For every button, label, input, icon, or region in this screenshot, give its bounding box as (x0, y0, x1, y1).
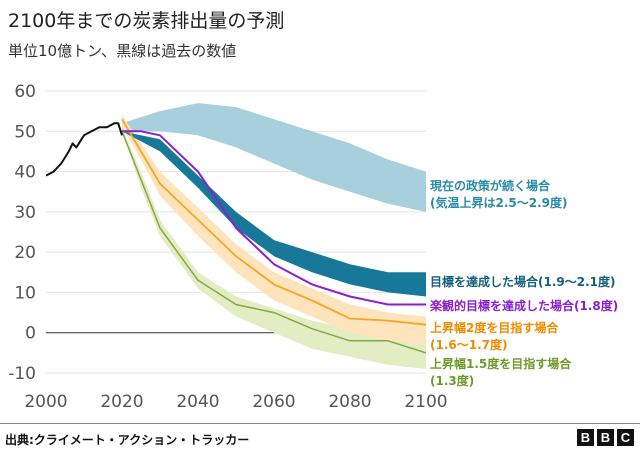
line-1-5deg (121, 131, 427, 354)
label-current-policy: 現在の政策が続く場合 (気温上昇は2.5〜2.9度) (430, 178, 568, 212)
line-optimistic (122, 130, 426, 306)
y-tick-label: 60 (14, 82, 36, 102)
x-tick-label: 2040 (176, 392, 219, 412)
label-2deg: 上昇幅2度を目指す場合 (1.6〜1.7度) (430, 320, 558, 354)
chart-title: 2100年までの炭素排出量の予測 (8, 10, 285, 32)
label-2deg-line2: (1.6〜1.7度) (430, 338, 508, 352)
x-tick-label: 2000 (24, 392, 67, 412)
footer-divider (0, 423, 640, 424)
bbc-logo-letter: B (597, 429, 614, 446)
band-1-5deg (122, 127, 426, 369)
chart: 60 50 40 30 20 10 0 -10 2000 2020 2040 2060 2080 2100 (8, 82, 447, 412)
bbc-logo: B B C (577, 429, 634, 446)
y-tick-label: 10 (14, 283, 36, 303)
label-1-5deg-line1: 上昇幅1.5度を目指す場合 (430, 357, 572, 371)
line-historical (45, 122, 123, 177)
x-tick-label: 2020 (100, 392, 143, 412)
y-tick-label: 40 (14, 163, 36, 183)
label-1-5deg: 上昇幅1.5度を目指す場合 (1.3度) (430, 356, 571, 390)
label-targets: 目標を達成した場合(1.9〜2.1度) (430, 275, 616, 289)
band-current-policy (122, 103, 426, 212)
bbc-logo-letter: B (577, 429, 594, 446)
chart-subtitle: 単位10億トン、黒線は過去の数値 (8, 42, 237, 60)
bbc-logo-letter: C (617, 429, 634, 446)
x-tick-label: 2060 (252, 392, 295, 412)
band-targets (122, 131, 426, 297)
y-tick-label: -10 (8, 364, 36, 384)
x-tick-label: 2080 (328, 392, 371, 412)
x-tick-label: 2100 (404, 392, 447, 412)
source-note: 出典:クライメート・アクション・トラッカー (5, 433, 250, 447)
line-2deg (121, 118, 427, 326)
label-1-5deg-line2: (1.3度) (430, 374, 475, 388)
y-tick-label: 30 (14, 203, 36, 223)
label-current-policy-line1: 現在の政策が続く場合 (430, 179, 551, 193)
label-current-policy-line2: (気温上昇は2.5〜2.9度) (430, 196, 568, 210)
y-tick-label: 20 (14, 243, 36, 263)
y-tick-label: 50 (14, 122, 36, 142)
label-optimistic: 楽観的目標を達成した場合(1.8度) (430, 299, 619, 313)
y-tick-label: 0 (25, 324, 36, 344)
label-2deg-line1: 上昇幅2度を目指す場合 (430, 321, 559, 335)
